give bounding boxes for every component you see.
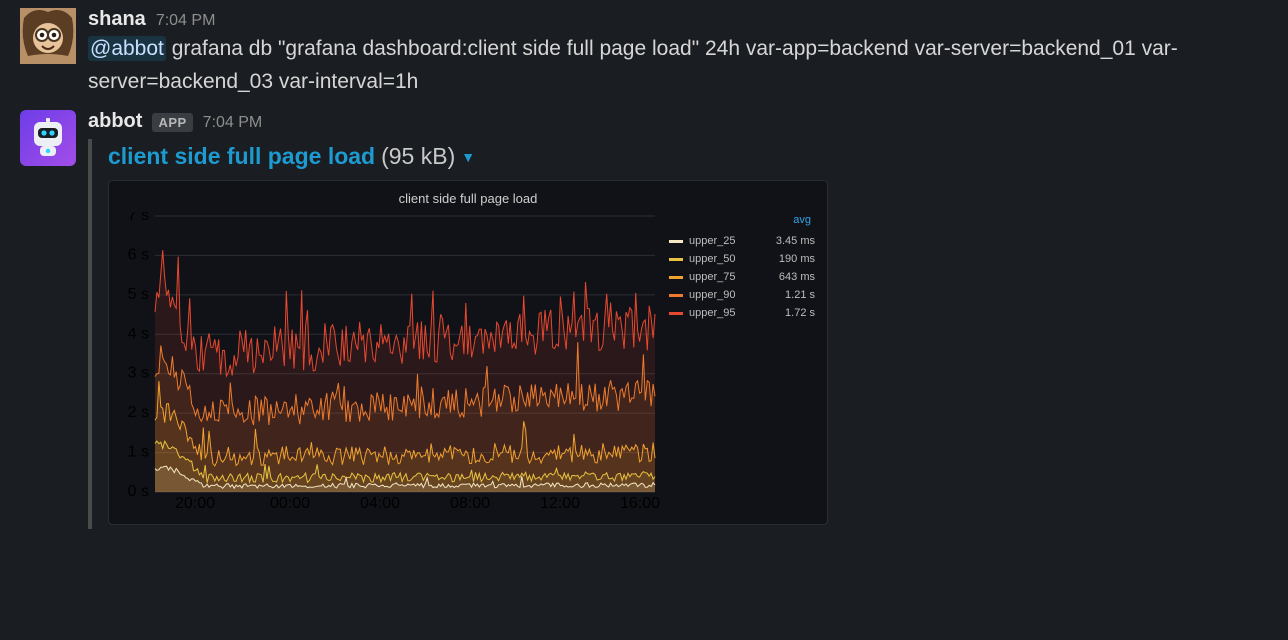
legend-name: upper_90 [689, 289, 757, 301]
svg-text:1 s: 1 s [128, 444, 149, 461]
legend-value: 1.21 s [763, 289, 815, 301]
message-text: @abbot grafana db "grafana dashboard:cli… [88, 33, 1268, 98]
svg-text:3 s: 3 s [128, 365, 149, 382]
legend-item[interactable]: upper_25 3.45 ms [669, 232, 815, 250]
timestamp: 7:04 PM [156, 12, 216, 30]
svg-text:6 s: 6 s [128, 247, 149, 264]
chevron-down-icon[interactable]: ▼ [461, 149, 475, 165]
chart-title: client side full page load [121, 191, 815, 206]
svg-text:04:00: 04:00 [360, 495, 400, 512]
legend-swatch [669, 240, 683, 243]
legend-name: upper_25 [689, 235, 757, 247]
svg-text:4 s: 4 s [128, 325, 149, 342]
legend-item[interactable]: upper_90 1.21 s [669, 286, 815, 304]
mention[interactable]: @abbot [88, 36, 166, 61]
line-chart: 0 s 1 s 2 s 3 s 4 s 5 s 6 s 7 s 20:00 00:00 04:00 0… [121, 212, 661, 512]
legend-name: upper_50 [689, 253, 757, 265]
legend-header: avg [669, 212, 815, 232]
legend-name: upper_95 [689, 307, 757, 319]
svg-text:00:00: 00:00 [270, 495, 310, 512]
legend-value: 1.72 s [763, 307, 815, 319]
app-badge: APP [152, 113, 192, 132]
message-body: grafana db "grafana dashboard:client sid… [88, 37, 1178, 93]
legend-swatch [669, 258, 683, 261]
svg-text:12:00: 12:00 [540, 495, 580, 512]
svg-text:20:00: 20:00 [175, 495, 215, 512]
legend-item[interactable]: upper_75 643 ms [669, 268, 815, 286]
legend-swatch [669, 276, 683, 279]
message-shana: shana 7:04 PM @abbot grafana db "grafana… [0, 0, 1288, 102]
legend-value: 643 ms [763, 271, 815, 283]
author-name[interactable]: shana [88, 8, 146, 31]
attachment-title[interactable]: client side full page load [108, 143, 375, 170]
chart-card: client side full page load 0 s 1 s 2 s 3 s 4… [108, 180, 828, 525]
legend-swatch [669, 312, 683, 315]
svg-text:7 s: 7 s [128, 212, 149, 224]
legend-item[interactable]: upper_50 190 ms [669, 250, 815, 268]
attachment: client side full page load (95 kB) ▼ cli… [88, 139, 1268, 529]
svg-text:16:00: 16:00 [620, 495, 660, 512]
chart-legend: avg upper_25 3.45 ms upper_50 190 ms upper_7… [661, 212, 815, 512]
timestamp: 7:04 PM [203, 114, 263, 132]
legend-name: upper_75 [689, 271, 757, 283]
svg-text:5 s: 5 s [128, 286, 149, 303]
svg-text:0 s: 0 s [128, 483, 149, 500]
svg-text:08:00: 08:00 [450, 495, 490, 512]
legend-item[interactable]: upper_95 1.72 s [669, 304, 815, 322]
avatar[interactable] [20, 110, 76, 166]
chart-plot: 0 s 1 s 2 s 3 s 4 s 5 s 6 s 7 s 20:00 00:00 04:00 0… [121, 212, 661, 512]
legend-value: 3.45 ms [763, 235, 815, 247]
svg-text:2 s: 2 s [128, 404, 149, 421]
legend-value: 190 ms [763, 253, 815, 265]
legend-swatch [669, 294, 683, 297]
avatar[interactable] [20, 8, 76, 64]
author-name[interactable]: abbot [88, 110, 142, 133]
message-abbot: abbot APP 7:04 PM client side full page … [0, 102, 1288, 533]
attachment-size: (95 kB) [381, 143, 455, 170]
